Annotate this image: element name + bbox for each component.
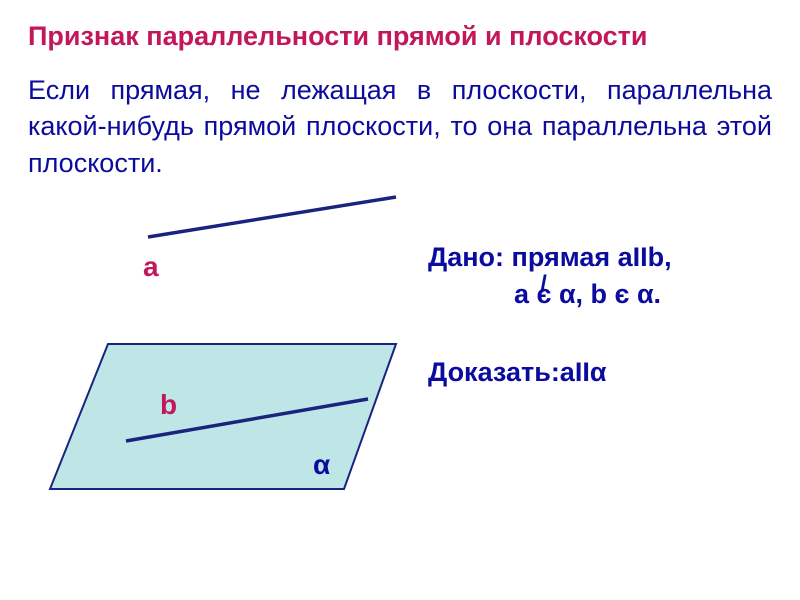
geometry-svg (28, 189, 438, 509)
given-line-1: Дано: прямая aІІb, (428, 239, 798, 275)
diagram: a b α (28, 189, 438, 529)
label-a: a (143, 251, 159, 283)
plane-alpha (50, 344, 396, 489)
theorem-text: Если прямая, не лежащая в плоскости, пар… (28, 72, 772, 181)
line-a (148, 197, 396, 237)
label-alpha: α (313, 449, 330, 481)
page-title: Признак параллельности прямой и плоскост… (28, 20, 772, 54)
label-b: b (160, 389, 177, 421)
statements: Дано: прямая aІІb, а є/ α, b є α. Доказа… (428, 239, 798, 390)
prove-line: Доказать:aІІα (428, 354, 798, 390)
given-line-2: а є/ α, b є α. (428, 276, 798, 312)
lower-region: a b α Дано: прямая aІІb, а є/ α, b є α. … (28, 189, 772, 529)
